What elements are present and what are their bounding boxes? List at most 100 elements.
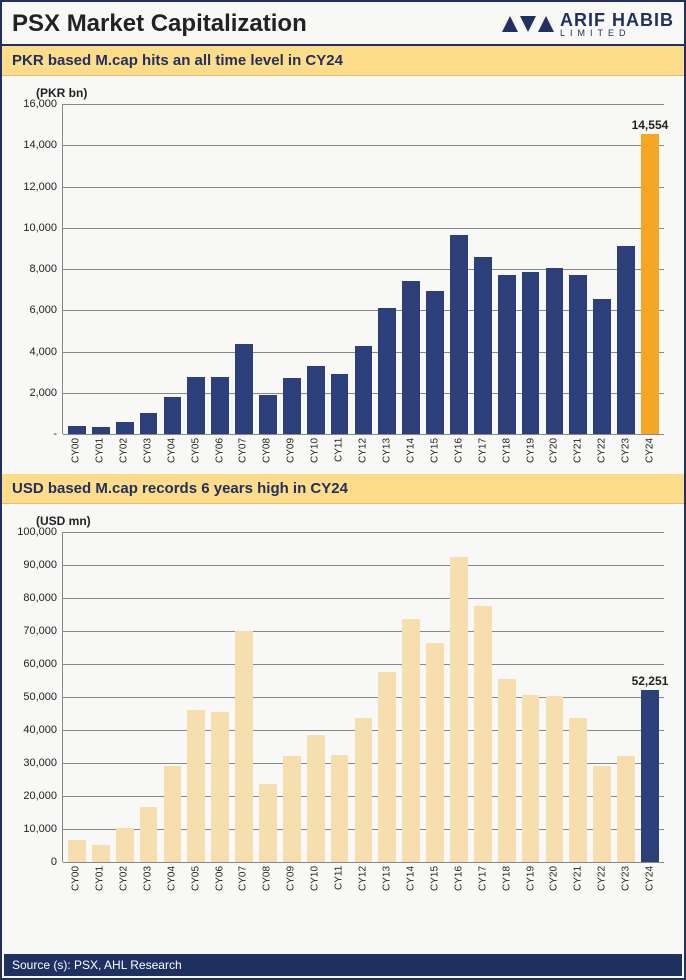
bar xyxy=(402,281,420,434)
chart2: 010,00020,00030,00040,00050,00060,00070,… xyxy=(62,532,664,862)
chart2-wrap: (USD mn) 010,00020,00030,00040,00050,000… xyxy=(2,504,684,902)
chart1: -2,0004,0006,0008,00010,00012,00014,0001… xyxy=(62,104,664,434)
xtick-label: CY17 xyxy=(471,862,495,902)
ytick-label: 2,000 xyxy=(29,387,63,399)
bar-col xyxy=(137,532,161,862)
bar xyxy=(617,756,635,862)
bar-col xyxy=(232,532,256,862)
bar-col xyxy=(471,104,495,434)
ytick-label: 0 xyxy=(51,856,63,868)
xtick-label: CY14 xyxy=(399,862,423,902)
bar-col xyxy=(352,532,376,862)
bar xyxy=(235,631,253,862)
bar xyxy=(522,695,540,862)
xtick-label: CY00 xyxy=(64,862,88,902)
bar-col xyxy=(423,532,447,862)
bar xyxy=(164,766,182,862)
bar-col xyxy=(566,104,590,434)
bar-col: 52,251 xyxy=(638,532,662,862)
bar-col xyxy=(543,104,567,434)
ytick-label: 10,000 xyxy=(23,823,63,835)
xtick-label: CY16 xyxy=(447,434,471,474)
bar xyxy=(402,619,420,862)
bar-col xyxy=(89,104,113,434)
xtick-label: CY04 xyxy=(160,434,184,474)
ytick-label: 20,000 xyxy=(23,790,63,802)
bar-col xyxy=(65,532,89,862)
xtick-label: CY22 xyxy=(590,434,614,474)
xtick-label: CY04 xyxy=(160,862,184,902)
xtick-label: CY10 xyxy=(303,862,327,902)
ytick-label: 100,000 xyxy=(17,526,63,538)
bar xyxy=(617,246,635,434)
bar-value-label: 52,251 xyxy=(632,674,669,688)
ytick-label: 40,000 xyxy=(23,724,63,736)
bar-col xyxy=(161,104,185,434)
brand-logo: ARIF HABIB LIMITED xyxy=(502,11,674,38)
xtick-label: CY11 xyxy=(327,862,351,902)
xtick-label: CY21 xyxy=(566,862,590,902)
xtick-label: CY18 xyxy=(495,434,519,474)
bar-col xyxy=(375,104,399,434)
bar: 52,251 xyxy=(641,690,659,862)
xtick-label: CY19 xyxy=(519,862,543,902)
bars-container: 52,251 xyxy=(63,532,664,862)
bar xyxy=(211,712,229,862)
xtick-label: CY02 xyxy=(112,434,136,474)
bar xyxy=(235,344,253,434)
xtick-label: CY00 xyxy=(64,434,88,474)
xtick-label: CY03 xyxy=(136,862,160,902)
source-footer: Source (s): PSX, AHL Research xyxy=(4,954,682,976)
logo-main: ARIF HABIB xyxy=(560,11,674,29)
bar-col xyxy=(280,532,304,862)
xtick-label: CY08 xyxy=(255,434,279,474)
bar-col xyxy=(328,104,352,434)
bar-col xyxy=(184,104,208,434)
bar-col xyxy=(447,104,471,434)
ytick-label: 14,000 xyxy=(23,139,63,151)
bar-col xyxy=(471,532,495,862)
bar xyxy=(569,718,587,862)
ytick-label: 10,000 xyxy=(23,222,63,234)
bar-col xyxy=(304,532,328,862)
chart2-plot: 010,00020,00030,00040,00050,00060,00070,… xyxy=(62,532,664,862)
xtick-label: CY20 xyxy=(542,434,566,474)
xtick-label: CY17 xyxy=(471,434,495,474)
bar-col xyxy=(423,104,447,434)
ytick-label: 50,000 xyxy=(23,691,63,703)
bar-col xyxy=(614,104,638,434)
bar-col xyxy=(495,104,519,434)
xtick-label: CY10 xyxy=(303,434,327,474)
bar xyxy=(283,756,301,862)
xtick-label: CY01 xyxy=(88,434,112,474)
xtick-label: CY06 xyxy=(208,434,232,474)
bar xyxy=(187,377,205,434)
bar xyxy=(593,766,611,862)
xtick-label: CY03 xyxy=(136,434,160,474)
bar-col xyxy=(232,104,256,434)
ytick-label: 60,000 xyxy=(23,658,63,670)
bar xyxy=(450,235,468,434)
bar-col xyxy=(137,104,161,434)
bar xyxy=(378,672,396,862)
xtick-label: CY06 xyxy=(208,862,232,902)
xtick-label: CY21 xyxy=(566,434,590,474)
bar-col xyxy=(495,532,519,862)
bar xyxy=(569,275,587,434)
bar-col xyxy=(543,532,567,862)
bar xyxy=(92,427,110,434)
bar xyxy=(68,840,86,862)
bar xyxy=(426,291,444,434)
bar-col xyxy=(256,532,280,862)
bars-container: 14,554 xyxy=(63,104,664,434)
bar-col xyxy=(208,104,232,434)
ytick-label: 12,000 xyxy=(23,181,63,193)
bar xyxy=(498,679,516,862)
header: PSX Market Capitalization ARIF HABIB LIM… xyxy=(2,2,684,46)
ytick-label: 70,000 xyxy=(23,625,63,637)
bar xyxy=(474,257,492,434)
bar xyxy=(355,718,373,862)
xtick-label: CY05 xyxy=(184,434,208,474)
bar-col xyxy=(328,532,352,862)
xtick-label: CY19 xyxy=(519,434,543,474)
